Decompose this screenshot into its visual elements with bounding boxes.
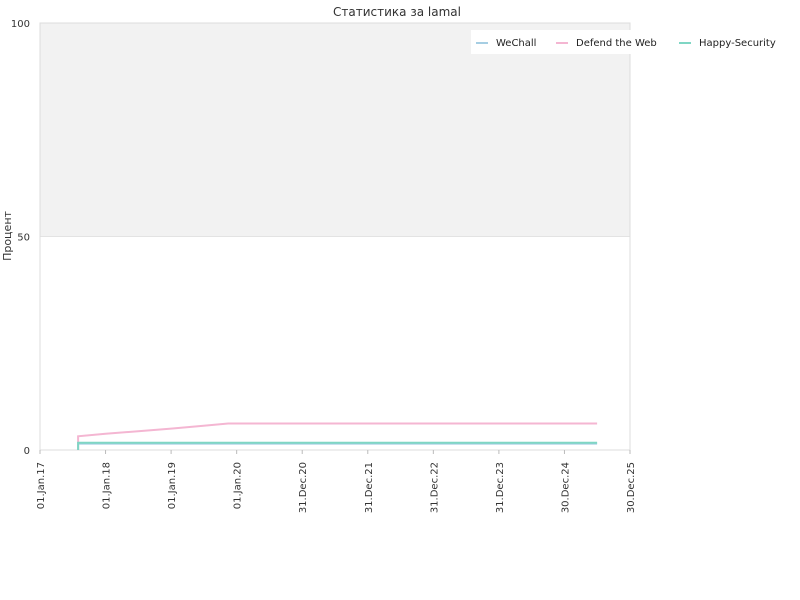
x-tick-label: 01.Jan.19	[167, 462, 178, 509]
plot-frame	[39, 22, 631, 451]
axes	[39, 22, 631, 454]
legend-label: WeChall	[496, 38, 536, 49]
series-line	[77, 441, 598, 450]
x-tick-label: 01.Jan.20	[233, 462, 244, 509]
tick-labels: 0 50 100 01.Jan.17 01.Jan.18 01.Jan.19 01.Jan.…	[11, 19, 637, 513]
chart-title: Статистика за lamal	[333, 5, 461, 19]
y-tick-label: 0	[24, 446, 30, 457]
series-lines	[77, 422, 598, 450]
x-tick-label: 01.Jan.17	[36, 462, 47, 509]
x-tick-label: 31.Dec.23	[495, 462, 506, 513]
legend-label: Defend the Web	[576, 38, 657, 49]
legend-box	[471, 30, 780, 54]
y-tick-label: 100	[11, 19, 30, 30]
x-tick-label: 31.Dec.20	[298, 462, 309, 513]
legend-label: Happy-Security	[699, 38, 776, 49]
x-tick-label: 31.Dec.21	[364, 462, 375, 513]
series-line	[77, 422, 598, 450]
background-bands	[40, 23, 630, 237]
background-band	[40, 23, 630, 237]
x-tick-label: 30.Dec.25	[626, 462, 637, 513]
legend: WeChall Defend the Web Happy-Security	[471, 30, 780, 54]
y-tick-label: 50	[17, 233, 30, 244]
y-axis-label: Процент	[1, 210, 14, 260]
x-tick-label: 30.Dec.24	[560, 462, 571, 513]
x-tick-label: 31.Dec.22	[429, 462, 440, 513]
x-tick-label: 01.Jan.18	[102, 462, 113, 509]
